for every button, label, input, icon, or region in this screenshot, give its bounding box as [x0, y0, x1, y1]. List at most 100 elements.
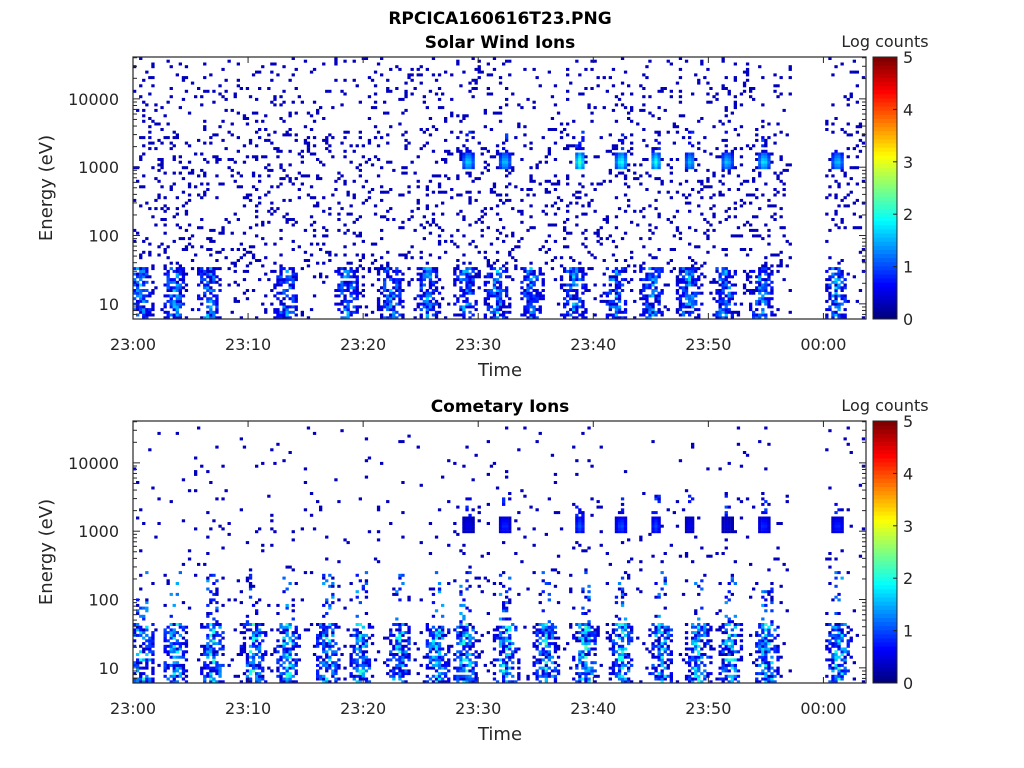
spectrogram-cell	[255, 653, 259, 656]
spectrogram-cell	[136, 108, 140, 112]
spectrogram-cell	[718, 308, 722, 312]
spectrogram-cell	[337, 584, 341, 588]
spectrogram-cell	[694, 228, 698, 232]
spectrogram-cell	[248, 261, 253, 265]
spectrogram-cell	[620, 160, 625, 164]
spectrogram-cell	[718, 190, 722, 194]
spectrogram-cell	[337, 228, 341, 232]
spectrogram-cell	[209, 623, 213, 626]
spectrogram-cell	[218, 278, 222, 282]
spectrogram-cell	[142, 642, 146, 646]
spectrogram-cell	[245, 193, 250, 197]
spectrogram-cell	[383, 316, 387, 320]
spectrogram-cell	[489, 207, 494, 211]
spectrogram-cell	[148, 92, 152, 96]
spectrogram-cell	[370, 625, 375, 629]
spectrogram-cell	[166, 136, 170, 140]
spectrogram-cell	[441, 92, 445, 96]
spectrogram-cell	[261, 543, 265, 547]
spectrogram-cell	[495, 193, 500, 197]
spectrogram-cell	[395, 617, 399, 621]
spectrogram-cell	[520, 267, 524, 271]
spectrogram-cell	[218, 669, 222, 673]
spectrogram-cell	[200, 95, 204, 99]
spectrogram-cell	[572, 310, 576, 314]
spectrogram-cell	[764, 261, 768, 265]
spectrogram-cell	[569, 269, 573, 273]
spectrogram-cell	[614, 275, 619, 279]
spectrogram-cell	[136, 286, 140, 290]
spectrogram-cell	[419, 250, 423, 254]
colorbar-segment	[873, 294, 897, 300]
spectrogram-cell	[459, 84, 463, 88]
spectrogram-cell	[721, 158, 725, 161]
spectrogram-cell	[215, 666, 219, 670]
spectrogram-cell	[422, 655, 426, 659]
spectrogram-cell	[398, 633, 402, 637]
spectrogram-cell	[389, 291, 393, 295]
spectrogram-cell	[386, 272, 390, 276]
spectrogram-cell	[331, 672, 335, 676]
spectrogram-cell	[739, 302, 744, 306]
spectrogram-cell	[492, 111, 497, 115]
spectrogram-cell	[471, 87, 475, 90]
spectrogram-cell	[596, 155, 600, 159]
spectrogram-cell	[578, 152, 582, 156]
spectrogram-cell	[419, 278, 423, 282]
spectrogram-cell	[142, 114, 146, 118]
spectrogram-cell	[761, 267, 765, 271]
spectrogram-cell	[468, 89, 472, 93]
spectrogram-cell	[498, 267, 503, 271]
colorbar-segment	[873, 155, 897, 160]
spectrogram-cell	[437, 642, 442, 646]
spectrogram-cell	[148, 644, 152, 648]
spectrogram-cell	[620, 269, 625, 273]
spectrogram-cell	[242, 117, 247, 120]
spectrogram-cell	[526, 275, 530, 279]
spectrogram-cell	[581, 147, 585, 151]
spectrogram-cell	[788, 76, 792, 80]
spectrogram-cell	[657, 248, 661, 251]
spectrogram-cell	[654, 226, 658, 230]
spectrogram-cell	[627, 185, 631, 189]
spectrogram-cell	[264, 308, 268, 312]
spectrogram-cell	[206, 663, 210, 667]
spectrogram-cell	[541, 294, 545, 298]
spectrogram-cell	[788, 65, 792, 69]
spectrogram-cell	[544, 188, 548, 191]
spectrogram-cell	[605, 267, 609, 271]
spectrogram-cell	[300, 155, 304, 159]
spectrogram-cell	[203, 562, 207, 566]
spectrogram-cell	[361, 674, 365, 678]
spectrogram-cell	[441, 158, 445, 161]
spectrogram-cell	[721, 155, 725, 159]
spectrogram-cell	[245, 297, 250, 301]
colorbar-segment	[873, 200, 897, 205]
spectrogram-cell	[316, 204, 320, 208]
spectrogram-cell	[428, 552, 433, 555]
spectrogram-cell	[645, 275, 649, 279]
spectrogram-cell	[639, 209, 643, 213]
spectrogram-cell	[761, 294, 765, 298]
spectrogram-cell	[596, 182, 600, 186]
spectrogram-cell	[505, 185, 509, 189]
spectrogram-cell	[419, 286, 423, 290]
spectrogram-cell	[434, 289, 439, 292]
spectrogram-cell	[136, 680, 140, 684]
spectrogram-cell	[684, 289, 689, 292]
spectrogram-cell	[456, 136, 460, 140]
spectrogram-cell	[767, 166, 771, 170]
spectrogram-cell	[376, 144, 381, 148]
spectrogram-cell	[627, 117, 631, 120]
spectrogram-cell	[404, 108, 408, 112]
spectrogram-cell	[681, 269, 686, 273]
spectrogram-cell	[245, 677, 250, 681]
spectrogram-cell	[764, 155, 768, 159]
spectrogram-cell	[471, 278, 475, 282]
spectrogram-cell	[355, 595, 359, 599]
spectrogram-cell	[206, 633, 210, 637]
spectrogram-cell	[529, 280, 533, 284]
spectrogram-cell	[779, 158, 783, 161]
spectrogram-cell	[773, 171, 777, 175]
spectrogram-cell	[855, 130, 859, 134]
